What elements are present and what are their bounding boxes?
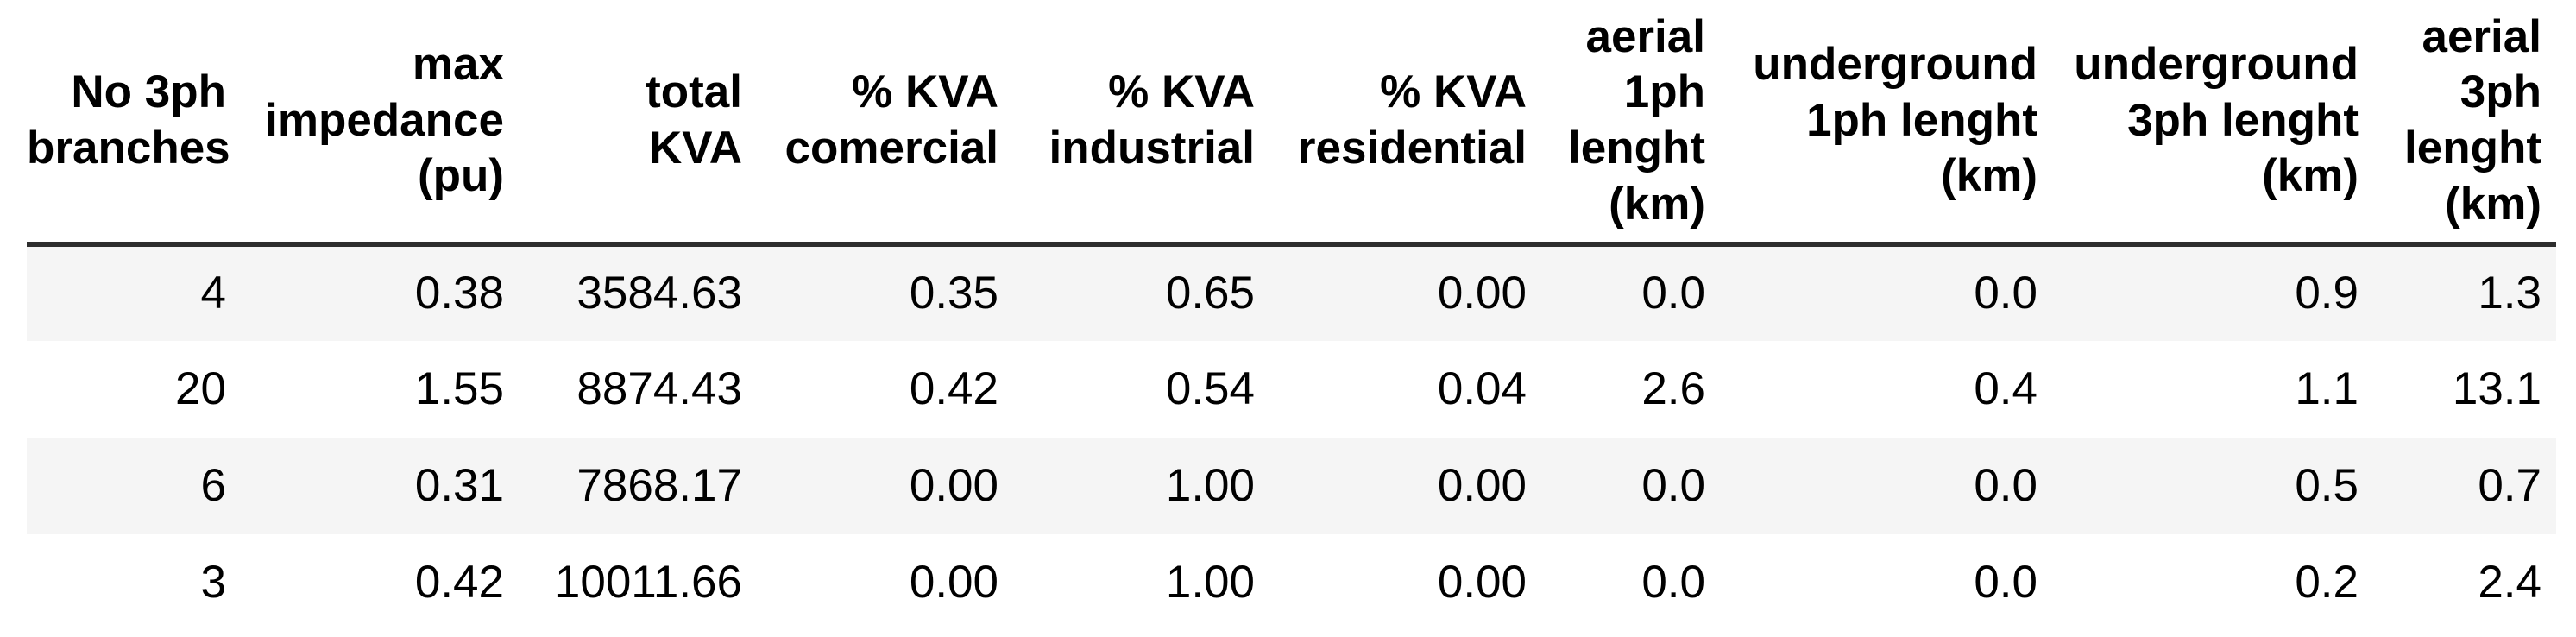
column-header: % KVA comercial	[757, 0, 1013, 247]
table-cell: 0.00	[909, 556, 998, 608]
table-row: 6 0.31 7868.17 0.00 1.00 0.00 0.0 0.0 0.5 0.7	[27, 438, 2556, 534]
column-header: aerial 3ph lenght (km)	[2373, 0, 2556, 247]
table-cell: 0.00	[1437, 459, 1527, 511]
feeder-metrics-table: No 3ph branches max impedance (pu) total K…	[27, 0, 2556, 631]
table-cell: 0.42	[909, 363, 998, 414]
table-cell: 0.0	[1641, 556, 1705, 608]
table-cell: 0.00	[909, 459, 998, 511]
table-cell: 1.3	[2478, 268, 2541, 319]
table-cell: 0.00	[1437, 556, 1527, 608]
table-cell: 8874.43	[576, 363, 742, 414]
table-cell: 0.31	[414, 459, 504, 511]
table-row: 4 0.38 3584.63 0.35 0.65 0.00 0.0 0.0 0.9 1.3	[27, 244, 2556, 341]
table-cell: 0.2	[2295, 556, 2359, 608]
table-cell: 0.0	[1641, 268, 1705, 319]
column-header: % KVA residential	[1269, 0, 1541, 247]
table-cell: 1.55	[414, 363, 504, 414]
table-cell: 0.0	[1974, 459, 2037, 511]
table-cell: 0.65	[1165, 268, 1255, 319]
column-header: total KVA	[519, 0, 757, 247]
table-cell: 1.00	[1165, 556, 1255, 608]
table-cell: 0.35	[909, 268, 998, 319]
table-cell: 0.0	[1641, 459, 1705, 511]
table-cell: 0.00	[1437, 268, 1527, 319]
table-cell: 1.1	[2295, 363, 2359, 414]
table-row: 3 0.42 10011.66 0.00 1.00 0.00 0.0 0.0 0.2 2.4	[27, 534, 2556, 631]
column-header: No 3ph branches	[27, 0, 241, 247]
table-cell: 0.0	[1974, 268, 2037, 319]
table-cell: 0.42	[414, 556, 504, 608]
table-cell: 0.5	[2295, 459, 2359, 511]
table-cell: 20	[175, 363, 226, 414]
table-cell: 13.1	[2452, 363, 2541, 414]
table-body: 4 0.38 3584.63 0.35 0.65 0.00 0.0 0.0 0.9 1.3 20 1.…	[27, 244, 2556, 631]
table-cell: 7868.17	[576, 459, 742, 511]
table-cell: 3	[200, 556, 226, 608]
table-cell: 0.4	[1974, 363, 2037, 414]
table-cell: 0.9	[2295, 268, 2359, 319]
table-cell: 0.7	[2478, 459, 2541, 511]
table-cell: 4	[200, 268, 226, 319]
table-cell: 2.6	[1641, 363, 1705, 414]
table-cell: 0.04	[1437, 363, 1527, 414]
column-header: aerial 1ph lenght (km)	[1541, 0, 1720, 247]
table-cell: 3584.63	[576, 268, 742, 319]
table-cell: 0.0	[1974, 556, 2037, 608]
header-row: No 3ph branches max impedance (pu) total K…	[27, 0, 2556, 247]
column-header: underground 3ph lenght (km)	[2052, 0, 2373, 247]
table-cell: 10011.66	[554, 556, 742, 608]
table-cell: 6	[200, 459, 226, 511]
column-header: max impedance (pu)	[241, 0, 519, 247]
table-cell: 1.00	[1165, 459, 1255, 511]
table-cell: 0.38	[414, 268, 504, 319]
table-cell: 0.54	[1165, 363, 1255, 414]
table-header: No 3ph branches max impedance (pu) total K…	[27, 0, 2556, 247]
table-row: 20 1.55 8874.43 0.42 0.54 0.04 2.6 0.4 1.1 13.1	[27, 341, 2556, 438]
column-header: % KVA industrial	[1013, 0, 1269, 247]
column-header: underground 1ph lenght (km)	[1720, 0, 2052, 247]
table-cell: 2.4	[2478, 556, 2541, 608]
